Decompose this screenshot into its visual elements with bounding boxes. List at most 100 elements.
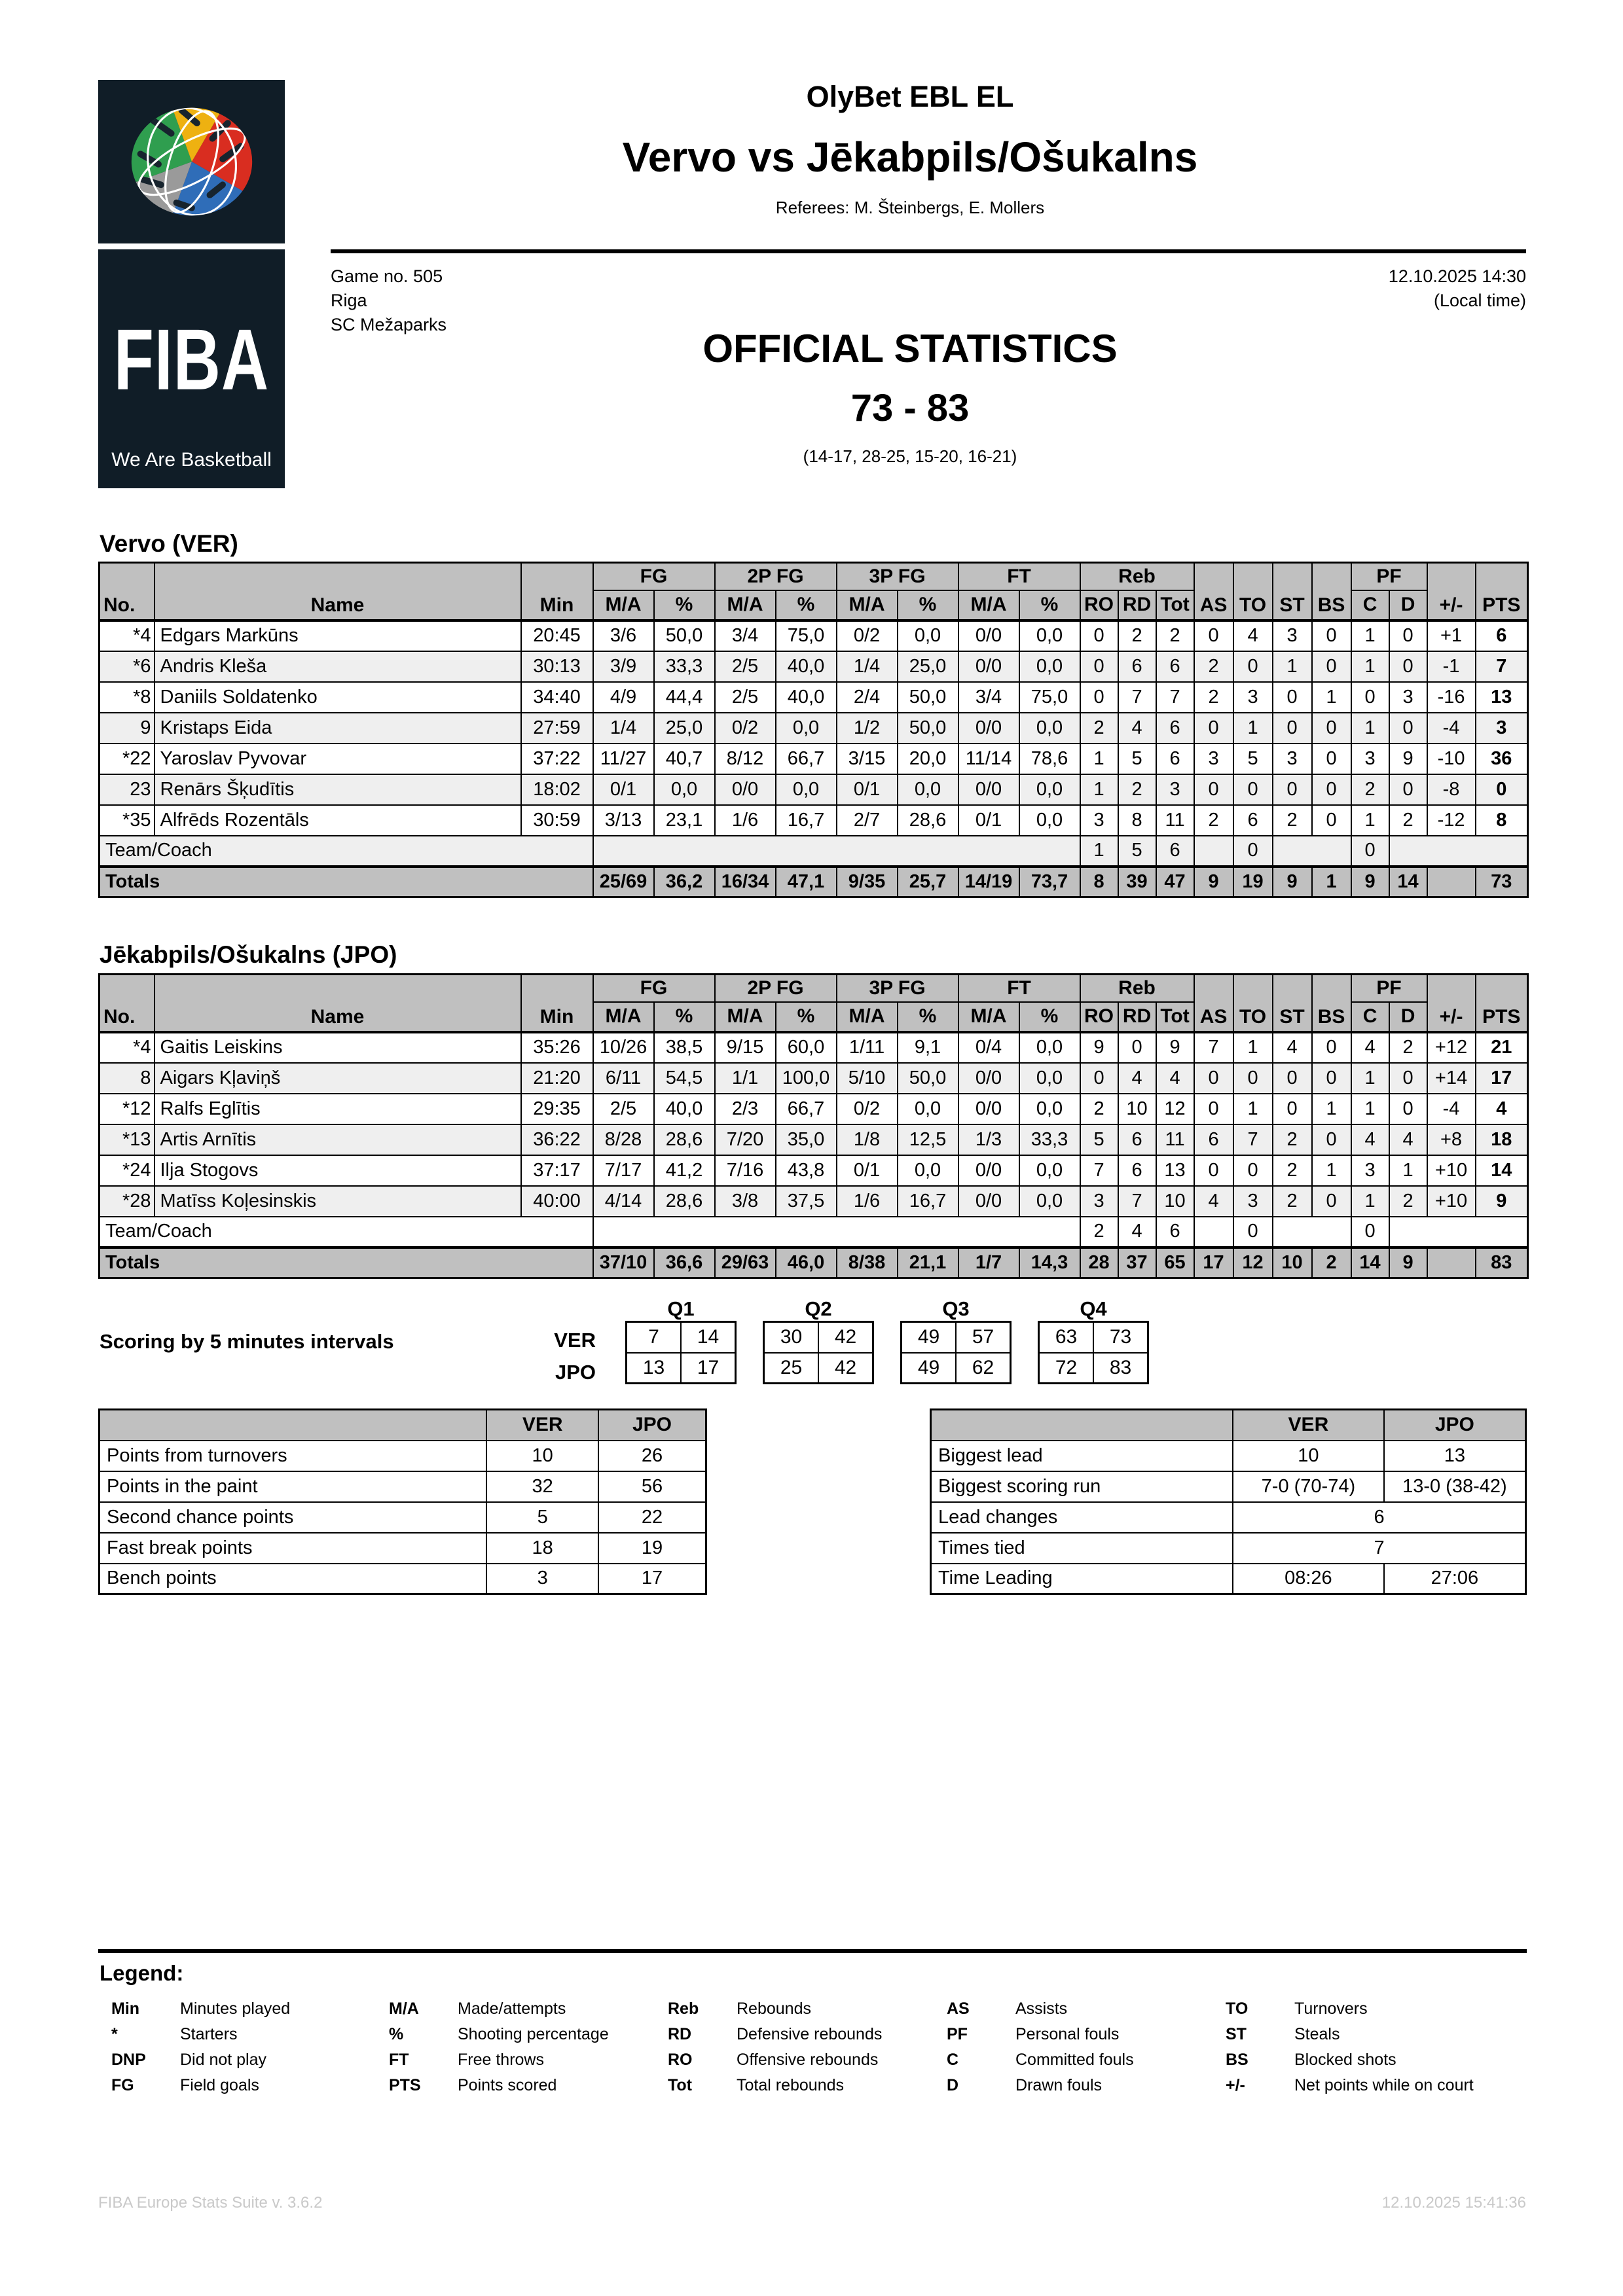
total-stat-cell: 37 (1117, 1246, 1157, 1279)
fiba-wordmark: FIBA We Are Basketball (98, 249, 285, 488)
total-stat-cell: 65 (1155, 1246, 1195, 1279)
stat-cell: 54,5 (653, 1062, 716, 1094)
interval-row-ver: 49 57 (900, 1321, 1012, 1354)
stat-cell: 75,0 (1018, 681, 1081, 713)
player-row: *12 Ralfs Eglītis 29:35 2/5 40,0 2/3 66,7 0/2 0,… (98, 1092, 1529, 1125)
stat-cell: +10 (1426, 1185, 1476, 1217)
stat-cell: 11 (1155, 804, 1195, 836)
intervals-table-q4: 63 73 72 83 (1038, 1321, 1149, 1384)
intervals-table-q1: 7 14 13 17 (625, 1321, 737, 1384)
stat-cell: 0 (1350, 1215, 1390, 1248)
total-stat-cell: 10 (1271, 1246, 1313, 1279)
stat-cell: 0 (1350, 681, 1390, 713)
interval-row-jpo: 49 62 (900, 1352, 1012, 1384)
legend-desc: Starters (180, 2025, 238, 2043)
stat-cell: -16 (1426, 681, 1476, 713)
stat-cell: 3/4 (957, 681, 1020, 713)
total-stat-cell: 29/63 (714, 1246, 776, 1279)
total-stat-cell: 8 (1079, 865, 1119, 898)
player-name: Andris Kleša (153, 650, 522, 683)
stat-cell: 10 (1155, 1185, 1195, 1217)
stat-cell: 7/17 (592, 1154, 655, 1187)
sum-merged-value: 7 (1232, 1532, 1527, 1564)
box-head-row-groups: No. Name Min FG 2P FG 3P FG FT Reb AS TO ST BS PF +/-… (98, 973, 1529, 1033)
stat-cell: 3 (1350, 742, 1390, 775)
interval-row-ver: 30 42 (763, 1321, 874, 1354)
stat-cell: 38,5 (653, 1031, 716, 1064)
stat-cell: 37,5 (775, 1185, 837, 1217)
legend-desc: Free throws (458, 2051, 544, 2069)
stat-cell: 0,0 (1018, 1062, 1081, 1094)
legend-entry: FT Free throws (389, 2047, 609, 2073)
col-group-pf: PF (1350, 973, 1428, 1003)
player-number: *4 (98, 619, 155, 652)
sum-row: Lead changes 6 (930, 1501, 1527, 1534)
stat-cell: 9 (1155, 1031, 1195, 1064)
player-minutes: 29:35 (520, 1092, 594, 1125)
total-stat-cell: 2 (1311, 1246, 1352, 1279)
legend-entry: PF Personal fouls (947, 2022, 1134, 2047)
totals-label: Totals (98, 1246, 594, 1279)
stat-cell: 7 (1079, 1154, 1119, 1187)
stat-cell: 6 (1117, 650, 1157, 683)
stat-cell: 0 (1311, 1062, 1352, 1094)
col-header-tot: Tot (1155, 589, 1195, 622)
stat-cell: 1 (1079, 834, 1119, 867)
sum-row-label: Lead changes (930, 1501, 1234, 1534)
local-time-note: (Local time) (1433, 291, 1526, 310)
total-stat-cell: 28 (1079, 1246, 1119, 1279)
stat-cell: 2 (1271, 804, 1313, 836)
stat-cell: 12 (1155, 1092, 1195, 1125)
stat-cell: 13 (1474, 681, 1529, 713)
stat-cell: 41,2 (653, 1154, 716, 1187)
stat-cell: 0/1 (835, 773, 898, 806)
sum-row-label: Second chance points (98, 1501, 488, 1534)
total-stat-cell: 1 (1311, 865, 1352, 898)
stat-cell: 0 (1311, 1031, 1352, 1064)
stat-cell: 0 (1193, 1092, 1234, 1125)
stat-cell: 1 (1350, 619, 1390, 652)
sum-header-jpo: JPO (597, 1408, 707, 1441)
col-header-ma: M/A (957, 589, 1020, 622)
col-header-bs: BS (1311, 562, 1352, 622)
col-group-fg: FG (592, 562, 716, 591)
col-header-pct: % (653, 589, 716, 622)
sum-row-label: Points from turnovers (98, 1439, 488, 1472)
stat-cell: 1 (1271, 650, 1313, 683)
total-stat-cell: 47 (1155, 865, 1195, 898)
legend-desc: Assists (1015, 2000, 1068, 2018)
stat-cell: 3 (1388, 681, 1428, 713)
stat-cell: 3 (1079, 804, 1119, 836)
game-number: Game no. 505 (331, 266, 443, 286)
legend-desc: Shooting percentage (458, 2025, 609, 2043)
interval-score-cell: 49 (900, 1321, 957, 1354)
stat-cell: 1 (1079, 742, 1119, 775)
stat-cell: 0,0 (1018, 650, 1081, 683)
stat-cell: 1 (1232, 1092, 1273, 1125)
interval-score-cell: 13 (625, 1352, 682, 1384)
empty-cell (1271, 1215, 1352, 1248)
col-header-pct: % (775, 589, 837, 622)
sum-ver-value: 18 (486, 1532, 599, 1564)
col-header-ma: M/A (592, 1001, 655, 1033)
total-stat-cell: 17 (1193, 1246, 1234, 1279)
player-row: 8 Aigars Kļaviņš 21:20 6/11 54,5 1/1 100,0 5/10… (98, 1062, 1529, 1094)
col-header-pct: % (896, 589, 959, 622)
stat-cell: 2 (1117, 773, 1157, 806)
legend-desc: Points scored (458, 2076, 557, 2094)
intervals-body: 30 42 25 42 (763, 1321, 874, 1384)
legend-abbr: PTS (389, 2076, 421, 2094)
stat-cell: 0/1 (592, 773, 655, 806)
interval-score-cell: 7 (625, 1321, 682, 1354)
fiba-ball-logo (98, 80, 285, 243)
col-header-pts: PTS (1474, 562, 1529, 622)
stat-cell: 0 (1232, 1215, 1273, 1248)
stat-cell: -12 (1426, 804, 1476, 836)
stat-cell: 40,0 (653, 1092, 716, 1125)
box-head-row-cols: M/A% M/A% M/A% M/A% RO RD Tot C D (100, 1001, 1528, 1033)
stat-cell: 0 (1311, 742, 1352, 775)
stat-cell: 0/0 (957, 1154, 1020, 1187)
stat-cell: 3 (1193, 742, 1234, 775)
stat-cell: 28,6 (653, 1185, 716, 1217)
stat-cell: 6 (1193, 1123, 1234, 1156)
